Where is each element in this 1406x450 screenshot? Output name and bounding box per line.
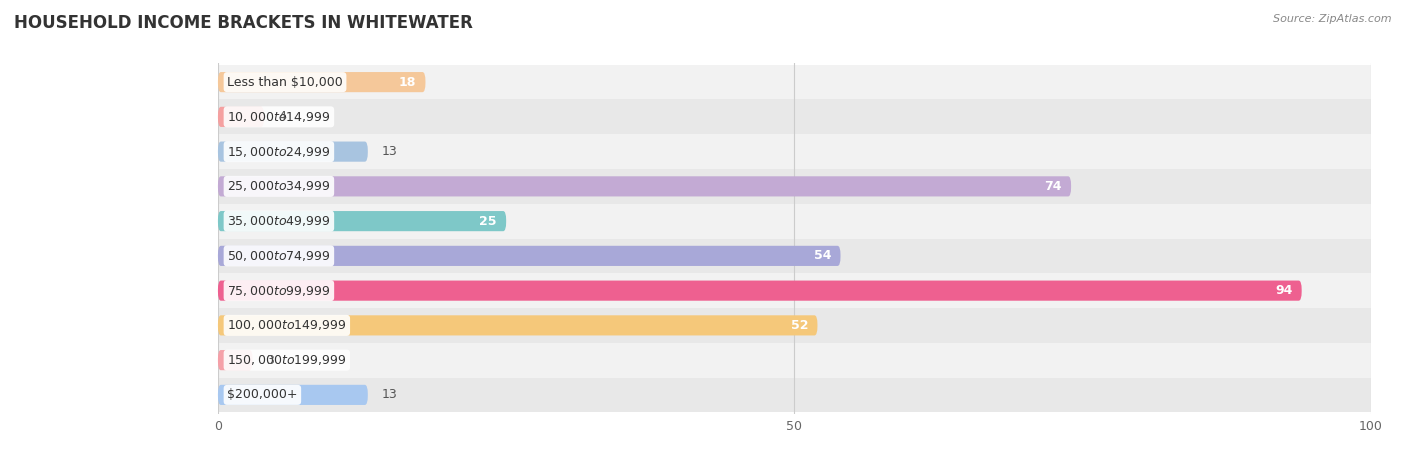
- Text: 74: 74: [1045, 180, 1062, 193]
- Text: 18: 18: [399, 76, 416, 89]
- FancyBboxPatch shape: [218, 378, 1371, 412]
- Text: $50,000 to $74,999: $50,000 to $74,999: [228, 249, 330, 263]
- Text: HOUSEHOLD INCOME BRACKETS IN WHITEWATER: HOUSEHOLD INCOME BRACKETS IN WHITEWATER: [14, 14, 472, 32]
- FancyBboxPatch shape: [218, 176, 1071, 197]
- Text: $200,000+: $200,000+: [228, 388, 298, 401]
- Text: Source: ZipAtlas.com: Source: ZipAtlas.com: [1274, 14, 1392, 23]
- FancyBboxPatch shape: [218, 169, 1371, 204]
- Text: 4: 4: [278, 110, 285, 123]
- FancyBboxPatch shape: [218, 238, 1371, 273]
- Text: $25,000 to $34,999: $25,000 to $34,999: [228, 180, 330, 194]
- FancyBboxPatch shape: [218, 142, 368, 162]
- Text: 13: 13: [381, 388, 398, 401]
- Text: 54: 54: [814, 249, 831, 262]
- Text: $150,000 to $199,999: $150,000 to $199,999: [228, 353, 346, 367]
- FancyBboxPatch shape: [218, 107, 264, 127]
- FancyBboxPatch shape: [218, 385, 368, 405]
- Text: $75,000 to $99,999: $75,000 to $99,999: [228, 284, 330, 297]
- FancyBboxPatch shape: [218, 65, 1371, 99]
- FancyBboxPatch shape: [218, 99, 1371, 134]
- Text: 25: 25: [479, 215, 496, 228]
- Text: $15,000 to $24,999: $15,000 to $24,999: [228, 144, 330, 158]
- FancyBboxPatch shape: [218, 350, 253, 370]
- FancyBboxPatch shape: [218, 308, 1371, 343]
- Text: 52: 52: [790, 319, 808, 332]
- FancyBboxPatch shape: [218, 72, 426, 92]
- FancyBboxPatch shape: [218, 134, 1371, 169]
- FancyBboxPatch shape: [218, 273, 1371, 308]
- Text: $10,000 to $14,999: $10,000 to $14,999: [228, 110, 330, 124]
- FancyBboxPatch shape: [218, 315, 817, 335]
- FancyBboxPatch shape: [218, 246, 841, 266]
- Text: $35,000 to $49,999: $35,000 to $49,999: [228, 214, 330, 228]
- Text: $100,000 to $149,999: $100,000 to $149,999: [228, 319, 346, 333]
- FancyBboxPatch shape: [218, 204, 1371, 238]
- FancyBboxPatch shape: [218, 343, 1371, 378]
- FancyBboxPatch shape: [218, 280, 1302, 301]
- Text: 94: 94: [1275, 284, 1292, 297]
- Text: 13: 13: [381, 145, 398, 158]
- Text: 3: 3: [266, 354, 274, 367]
- Text: Less than $10,000: Less than $10,000: [228, 76, 343, 89]
- FancyBboxPatch shape: [218, 211, 506, 231]
